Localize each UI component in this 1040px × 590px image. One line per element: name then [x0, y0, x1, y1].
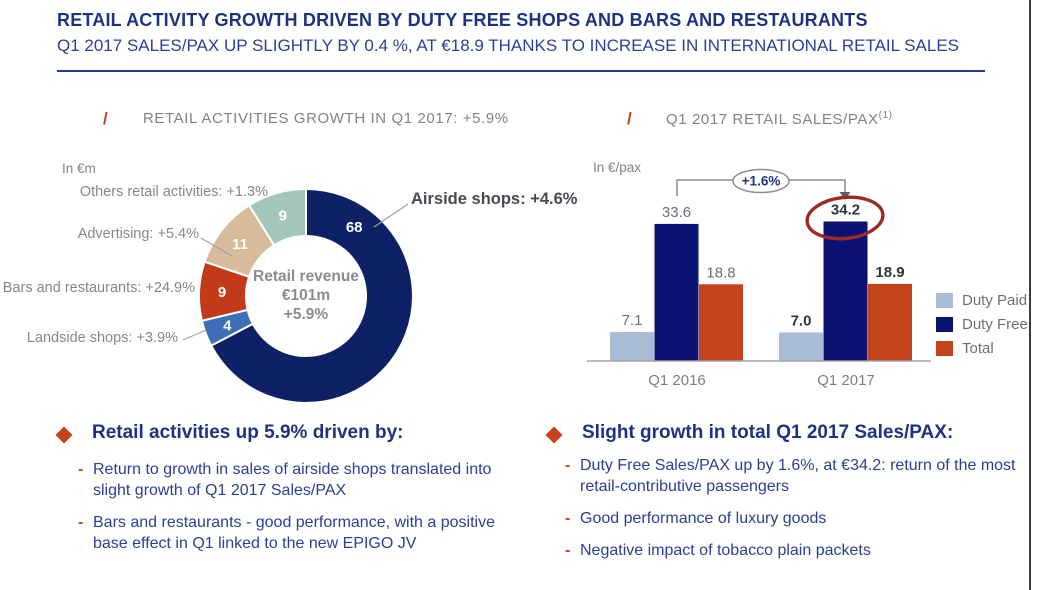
dash-bullet-icon: - [565, 510, 571, 527]
diamond-bullet-icon [55, 426, 73, 444]
bar-value-label: 18.9 [875, 264, 904, 281]
dash-bullet-icon: - [78, 461, 84, 478]
right-bullet-list: - Duty Free Sales/PAX up by 1.6%, at €34… [565, 455, 1030, 572]
left-bullet-list: - Return to growth in sales of airside s… [78, 459, 533, 565]
bar [699, 284, 743, 361]
slide-subtitle: Q1 2017 SALES/PAX UP SLIGHTLY BY 0.4 %, … [57, 36, 959, 55]
section-slash-icon: / [627, 109, 632, 128]
donut-center-line2: €101m [281, 287, 331, 304]
donut-label-advertising: Advertising: +5.4% [77, 226, 199, 242]
list-item: - Negative impact of tobacco plain packe… [565, 540, 1030, 561]
annotation-bubble [732, 168, 790, 194]
donut-slice [210, 188, 414, 404]
dash-bullet-icon: - [565, 542, 571, 559]
list-item: - Bars and restaurants - good performanc… [78, 512, 533, 554]
bullet-text: Good performance of luxury goods [580, 510, 827, 527]
list-item: - Return to growth in sales of airside s… [78, 459, 533, 501]
bars-layer: 7.1 33.6 18.8 7.0 34.2 18.9 [610, 201, 912, 361]
bullet-text: Bars and restaurants - good performance,… [93, 514, 495, 552]
bar-value-label: 33.6 [662, 204, 691, 221]
legend-item-duty-free: Duty Free [936, 316, 1028, 333]
donut-label-landside: Landside shops: +3.9% [26, 330, 178, 346]
donut-slice-value: 9 [218, 284, 226, 301]
bar-chart-title-footnote: (1) [878, 110, 893, 121]
category-label-q1-2017: Q1 2017 [817, 372, 875, 389]
donut-label-bars-restaurants: Bars and restaurants: +24.9% [2, 280, 195, 296]
bar [610, 332, 654, 361]
donut-slice-value: 11 [232, 236, 248, 253]
annotation-label: +1.6% [742, 174, 781, 189]
legend-label: Duty Paid [962, 292, 1028, 309]
highlight-circle [805, 195, 885, 241]
bullet-text: Negative impact of tobacco plain packets [580, 542, 871, 559]
list-item: - Good performance of luxury goods [565, 508, 1030, 529]
legend-label: Total [962, 340, 994, 357]
dash-bullet-icon: - [565, 457, 571, 474]
legend-swatch-duty-free [936, 317, 953, 332]
legend-item-total: Total [936, 340, 1028, 357]
donut-slice [248, 188, 307, 247]
donut-slice-value: 68 [346, 219, 363, 236]
bar [868, 283, 912, 361]
bar-value-label: 7.0 [791, 312, 812, 329]
donut-slice-value: 9 [279, 207, 287, 224]
donut-center-line1: Retail revenue [253, 268, 359, 285]
bar [654, 223, 699, 361]
donut-chart-title: RETAIL ACTIVITIES GROWTH IN Q1 2017: +5.… [143, 110, 509, 127]
growth-annotation: +1.6% [676, 168, 885, 241]
dash-bullet-icon: - [78, 514, 84, 531]
section-slash-icon: / [103, 109, 108, 128]
donut-slice-value: 4 [223, 317, 232, 334]
legend-swatch-total [936, 341, 953, 356]
legend-label: Duty Free [962, 316, 1028, 333]
donut-label-airside: Airside shops: +4.6% [411, 190, 578, 208]
donut-chart: 68 4 9 11 9 [198, 188, 414, 404]
bar-chart-title: Q1 2017 RETAIL SALES/PAX(1) [666, 110, 893, 128]
bar-chart-title-text: Q1 2017 RETAIL SALES/PAX [666, 111, 879, 128]
bullet-text: Duty Free Sales/PAX up by 1.6%, at €34.2… [580, 457, 1016, 495]
legend-item-duty-paid: Duty Paid [936, 292, 1028, 309]
bullet-text: Return to growth in sales of airside sho… [93, 461, 492, 499]
right-section-heading: Slight growth in total Q1 2017 Sales/PAX… [582, 422, 954, 443]
bar [823, 221, 868, 361]
bar-value-label: 7.1 [622, 312, 643, 329]
donut-center-line3: +5.9% [283, 306, 329, 323]
bar-value-label: 18.8 [706, 264, 735, 281]
category-label-q1-2016: Q1 2016 [648, 372, 706, 389]
bar-chart: 7.1 33.6 18.8 7.0 34.2 18.9 +1.6% [587, 168, 931, 362]
list-item: - Duty Free Sales/PAX up by 1.6%, at €34… [565, 455, 1030, 497]
legend: Duty Paid Duty Free Total [936, 292, 1028, 364]
bar-unit-label: In €/pax [593, 160, 642, 175]
slide-title: RETAIL ACTIVITY GROWTH DRIVEN BY DUTY FR… [57, 10, 868, 30]
donut-center-label: Retail revenue €101m +5.9% [226, 267, 386, 324]
legend-swatch-duty-paid [936, 293, 953, 308]
donut-label-others: Others retail activities: +1.3% [79, 184, 268, 200]
header-divider [57, 70, 985, 72]
bar-value-label: 34.2 [831, 201, 860, 218]
slide-right-border [1029, 0, 1031, 590]
diamond-bullet-icon [545, 426, 563, 444]
left-section-heading: Retail activities up 5.9% driven by: [92, 422, 404, 443]
donut-unit-label: In €m [62, 161, 96, 176]
bar [779, 332, 823, 361]
